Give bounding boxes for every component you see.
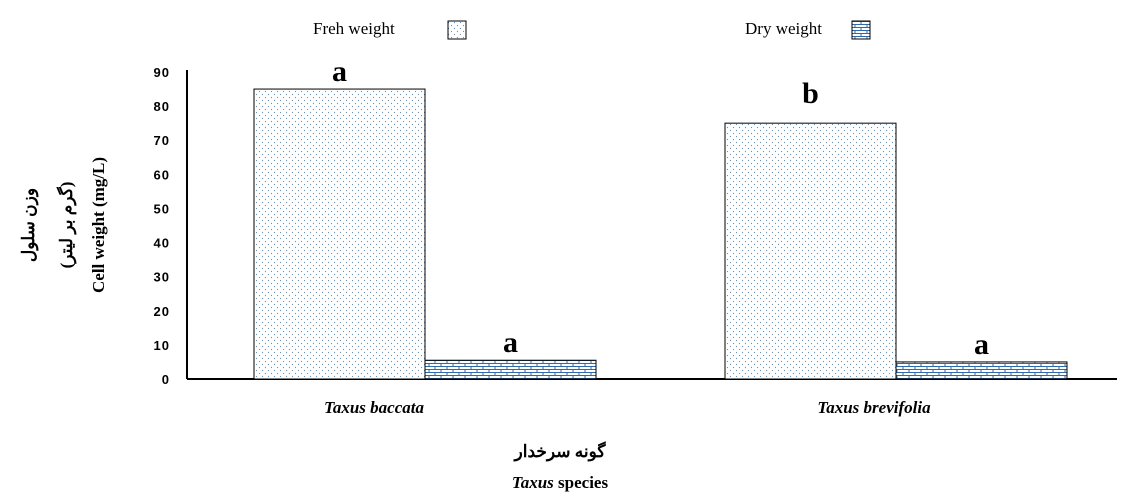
category-label-taxus-baccata: Taxus baccata [324, 398, 424, 417]
bars: a a b a [253, 55, 1068, 380]
x-axis-label-italic: Taxus [512, 473, 554, 492]
y-ticks: 0 10 20 30 40 50 60 70 80 90 [154, 65, 170, 387]
x-axis-label-persian: گونه سرخدار [513, 441, 607, 462]
significance-letter: a [974, 328, 989, 361]
bar-fresh-taxus-baccata [253, 88, 426, 380]
y-tick-label: 70 [154, 133, 170, 148]
significance-letter: b [802, 77, 819, 110]
category-label-taxus-brevifolia: Taxus brevifolia [817, 398, 931, 417]
bar-dry-taxus-brevifolia [895, 361, 1068, 380]
y-tick-label: 60 [154, 167, 170, 182]
y-tick-label: 80 [154, 99, 170, 114]
significance-letter: a [503, 326, 518, 359]
legend-swatch-dry [851, 20, 871, 40]
y-tick-label: 0 [162, 372, 170, 387]
x-axis-label-english: Taxus species [512, 473, 609, 492]
bar-fresh-taxus-brevifolia [724, 122, 897, 380]
significance-letter: a [332, 55, 347, 88]
legend-swatch-fresh [447, 20, 467, 40]
x-axis-label-rest: species [554, 473, 609, 492]
legend-label-fresh: Freh weight [313, 19, 395, 38]
y-tick-label: 10 [154, 338, 170, 353]
bar-dry-taxus-baccata [424, 359, 597, 380]
y-axis-label: وزن سلول (گرم بر لیتر) Cell weight (mg/L… [19, 157, 108, 293]
legend-label-dry: Dry weight [745, 19, 822, 38]
y-tick-label: 20 [154, 304, 170, 319]
y-axis-label-persian-1: وزن سلول [19, 188, 39, 262]
y-axis-label-english: Cell weight (mg/L) [89, 157, 108, 293]
y-tick-label: 40 [154, 236, 170, 251]
y-tick-label: 90 [154, 65, 170, 80]
legend: Freh weight Dry weight [313, 19, 871, 40]
y-tick-label: 30 [154, 270, 170, 285]
y-axis-label-persian-2: (گرم بر لیتر) [56, 182, 77, 269]
y-tick-label: 50 [154, 201, 170, 216]
